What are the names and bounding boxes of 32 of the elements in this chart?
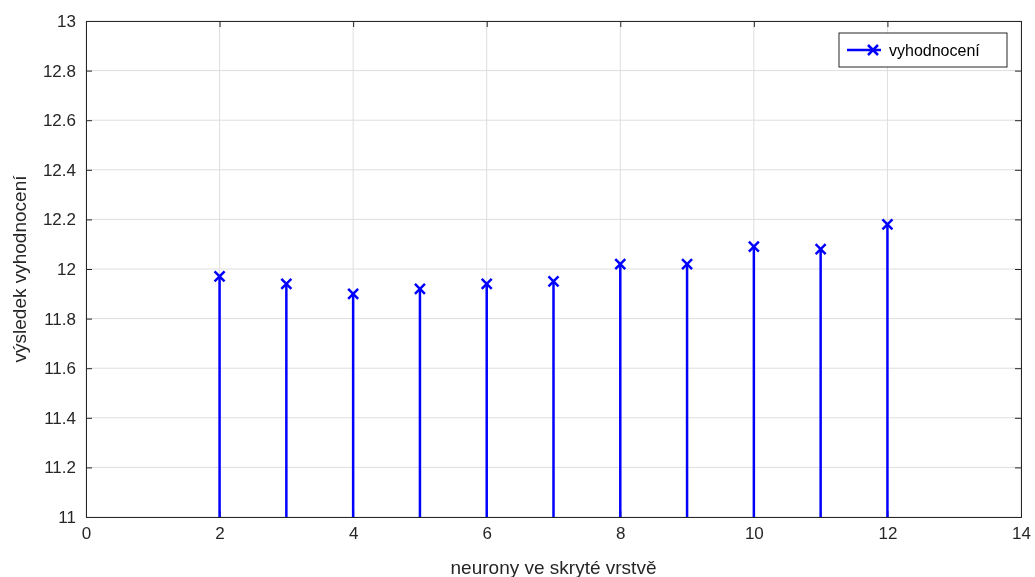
y-tick-label: 12.4 — [42, 160, 76, 180]
y-tick-label: 13 — [57, 11, 76, 31]
x-tick-label: 10 — [744, 524, 764, 544]
x-tick-label: 2 — [215, 524, 225, 544]
legend-label: vyhodnocení — [889, 42, 981, 59]
point — [680, 257, 694, 271]
y-tick-label: 11.4 — [44, 408, 76, 428]
point — [280, 277, 293, 291]
point — [747, 240, 761, 253]
x-tick-label: 4 — [348, 524, 359, 544]
point — [814, 242, 827, 256]
y-axis-title: výsledek vyhodnocení — [9, 174, 30, 363]
y-tick-label: 12 — [57, 259, 76, 279]
x-tick-label: 8 — [616, 524, 626, 544]
point — [346, 287, 360, 301]
point — [213, 270, 226, 283]
y-tick-label: 12.8 — [42, 61, 76, 81]
y-tick-label: 11.6 — [44, 359, 76, 379]
point — [480, 277, 493, 291]
point — [881, 218, 894, 231]
point — [614, 257, 627, 271]
x-tick-label: 6 — [482, 524, 492, 544]
x-tick-label: 14 — [1012, 524, 1031, 544]
x-tick-label: 0 — [81, 524, 92, 544]
y-tick-label: 11.2 — [44, 458, 76, 478]
y-tick-label: 12.6 — [42, 111, 76, 131]
y-tick-label: 12.2 — [42, 210, 76, 230]
y-tick-label: 11.8 — [44, 309, 76, 329]
x-tick-label: 12 — [878, 524, 898, 544]
point — [413, 282, 427, 296]
point — [547, 275, 560, 288]
y-tick-label: 11 — [58, 507, 76, 527]
